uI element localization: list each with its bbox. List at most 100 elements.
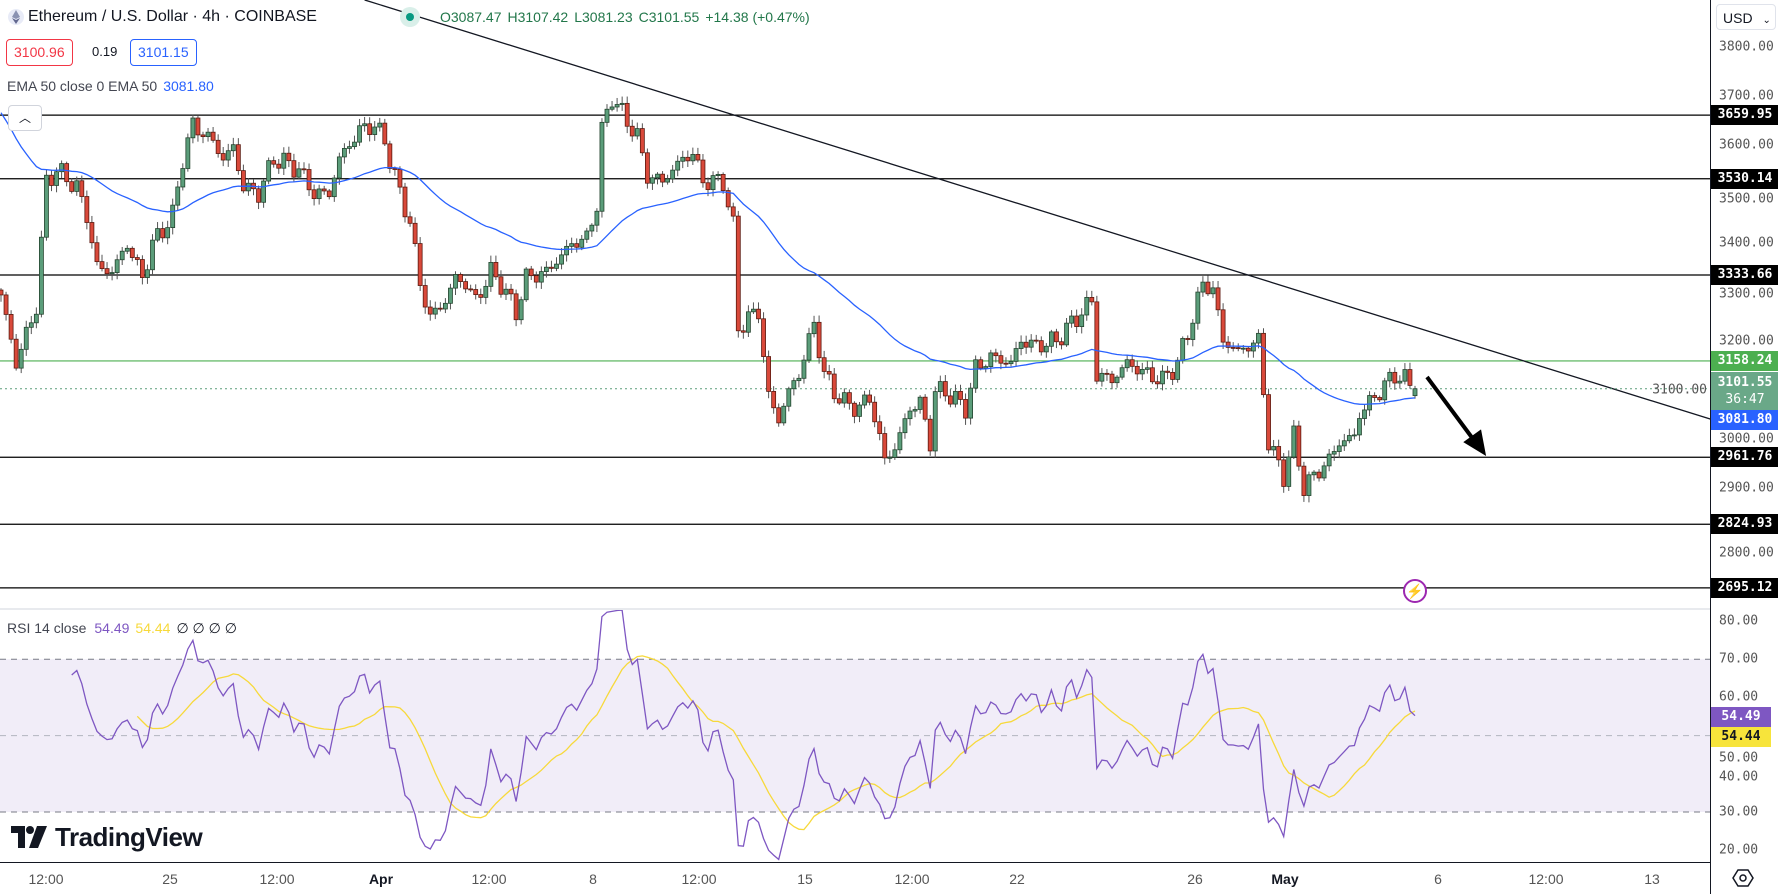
chevron-up-icon: ︿: [18, 111, 31, 125]
candle-down: [756, 308, 761, 320]
candle-down: [1023, 341, 1029, 348]
rsi-legend[interactable]: RSI 14 close 54.49 54.44 ∅ ∅ ∅ ∅: [7, 620, 237, 637]
price-axis[interactable]: USD ⌄ 3800.00 3700.00 3600.00 3500.00 3400.0…: [1652, 0, 1778, 894]
candle-up: [665, 178, 670, 183]
candle-down: [1059, 341, 1064, 346]
candle-up: [316, 188, 322, 200]
candle-up: [559, 254, 564, 265]
current-price-label: 3101.55 36:47: [1711, 372, 1778, 410]
candle-up: [670, 169, 676, 180]
ema-legend-label: EMA 50 close 0 EMA 50: [7, 78, 158, 94]
candle-up: [1306, 474, 1312, 496]
currency-selector[interactable]: USD ⌄: [1716, 4, 1776, 30]
candle-down: [473, 289, 479, 295]
candle-down: [1089, 297, 1095, 303]
candle-up: [594, 210, 600, 226]
collapse-legend-button[interactable]: ︿: [8, 105, 42, 131]
currency-label: USD: [1723, 10, 1753, 26]
candle-down: [3, 294, 9, 315]
candle-up: [1256, 332, 1261, 344]
candle-up: [1341, 440, 1347, 447]
candle-down: [776, 407, 782, 424]
sell-button[interactable]: 3100.96: [6, 39, 73, 66]
candle-up: [1321, 465, 1327, 479]
symbol-title[interactable]: Ethereum / U.S. Dollar · 4h · COINBASE: [28, 8, 317, 25]
current-price-value: 3101.55: [1717, 375, 1773, 390]
candle-up: [1069, 315, 1074, 324]
candle-down: [493, 262, 499, 278]
time-tick: 22: [1009, 871, 1025, 887]
settings-icon[interactable]: [1732, 868, 1754, 888]
candle-up: [1336, 445, 1342, 452]
ema-legend[interactable]: EMA 50 close 0 EMA 50 3081.80: [7, 78, 214, 94]
candle-up: [1114, 376, 1120, 384]
candle-down: [49, 174, 54, 186]
candle-down: [978, 359, 984, 369]
candle-down: [271, 160, 277, 165]
candle-up: [185, 137, 191, 169]
lightning-event-icon[interactable]: ⚡: [1403, 579, 1427, 603]
candle-up: [523, 268, 529, 301]
candle-up: [841, 392, 847, 404]
candle-up: [1397, 380, 1403, 384]
candle-down: [458, 274, 463, 282]
candle-down: [847, 392, 852, 404]
candle-up: [150, 239, 155, 271]
candle-down: [1301, 465, 1307, 496]
horizontal-levels[interactable]: [0, 114, 1710, 589]
candle-down: [836, 398, 842, 404]
candle-down: [1281, 459, 1287, 487]
candle-down: [1185, 338, 1191, 340]
candle-down: [1205, 281, 1211, 295]
candle-up: [261, 180, 267, 203]
candle-down: [1392, 371, 1398, 384]
price-tick: 3800.00: [1719, 39, 1774, 54]
price-tick: 3300.00: [1719, 286, 1774, 302]
candle-up: [442, 302, 448, 310]
rsi-value-label: 54.49: [1711, 707, 1771, 727]
close-value: C3101.55: [638, 9, 700, 25]
level-price-label: 3659.95: [1711, 105, 1778, 126]
candle-down: [134, 257, 140, 260]
candle-down: [407, 216, 413, 224]
time-axis[interactable]: 12:00 25 12:00 Apr 12:00 8 12:00 15 12:00 22 26 May…: [0, 862, 1710, 895]
candle-up: [503, 288, 509, 295]
candle-down: [235, 144, 241, 172]
candle-down: [872, 401, 878, 423]
candle-up: [266, 160, 272, 182]
candle-up: [205, 131, 211, 138]
candle-down: [700, 159, 706, 184]
down-arrow-annotation[interactable]: [1425, 375, 1487, 457]
candle-down: [927, 418, 933, 452]
candle-down: [695, 154, 701, 161]
candle-down: [1104, 372, 1110, 375]
candle-down: [998, 355, 1004, 364]
candle-down: [993, 352, 999, 357]
candle-up: [791, 380, 797, 390]
rsi-tick: 60.00: [1719, 689, 1759, 705]
time-tick: 12:00: [471, 871, 507, 887]
candle-up: [483, 285, 489, 298]
candle-down: [1155, 381, 1160, 385]
candle-down: [1261, 332, 1266, 396]
time-tick: 12:00: [681, 871, 717, 887]
candle-up: [746, 311, 751, 333]
candle-up: [983, 366, 989, 369]
candle-down: [94, 242, 100, 263]
candle-up: [902, 418, 908, 434]
candle-down: [624, 102, 630, 127]
candle-down: [326, 190, 332, 198]
bar-countdown: 36:47: [1725, 392, 1765, 407]
trendline[interactable]: [364, 0, 1710, 420]
candle-up: [246, 182, 251, 192]
chart-canvas[interactable]: [0, 0, 1710, 862]
candle-down: [321, 188, 327, 192]
tradingview-logo[interactable]: TradingView: [11, 822, 203, 852]
candle-up: [1402, 369, 1408, 382]
buy-button[interactable]: 3101.15: [130, 39, 197, 66]
level-price-label: 2824.93: [1711, 514, 1778, 535]
candle-up: [362, 123, 368, 127]
candle-up: [968, 387, 973, 419]
candle-down: [645, 152, 650, 184]
rsi-tick: 70.00: [1719, 651, 1759, 667]
